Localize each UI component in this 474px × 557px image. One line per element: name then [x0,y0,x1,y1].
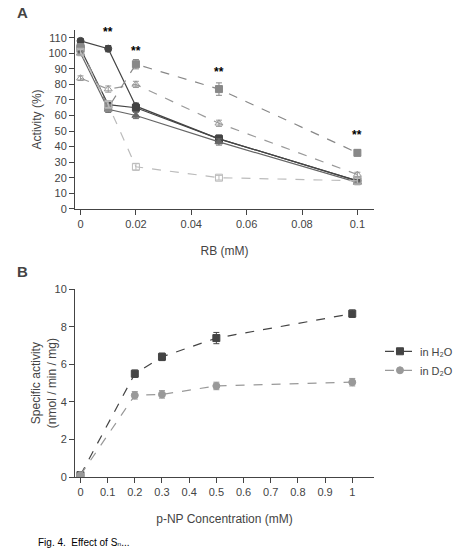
svg-text:20: 20 [55,172,67,184]
svg-text:0: 0 [61,203,67,215]
svg-text:10: 10 [55,187,67,199]
svg-text:0.02: 0.02 [125,218,146,230]
svg-text:0.4: 0.4 [182,486,197,498]
svg-text:RB (mM): RB (mM) [201,244,249,258]
svg-text:8: 8 [61,321,67,333]
svg-text:0: 0 [61,471,67,483]
svg-text:10: 10 [55,283,67,295]
svg-text:80: 80 [55,78,67,90]
svg-text:90: 90 [55,63,67,75]
svg-text:70: 70 [55,94,67,106]
svg-text:0.2: 0.2 [127,486,142,498]
svg-text:Specific activity(nmol / min /: Specific activity(nmol / min / mg) [29,338,59,428]
svg-text:0: 0 [77,486,83,498]
svg-text:0.5: 0.5 [209,486,224,498]
svg-text:in D₂O: in D₂O [420,365,453,377]
svg-text:in H₂O: in H₂O [420,346,453,358]
svg-text:4: 4 [61,396,67,408]
svg-text:0: 0 [77,218,83,230]
svg-text:**: ** [352,128,362,142]
svg-text:6: 6 [61,358,67,370]
svg-text:0.06: 0.06 [236,218,257,230]
svg-text:Activity (%): Activity (%) [30,89,44,149]
svg-text:0.8: 0.8 [290,486,305,498]
svg-text:**: ** [103,25,113,39]
svg-text:0.3: 0.3 [154,486,169,498]
svg-text:Fig. 4. Effect of Sₙ...: Fig. 4. Effect of Sₙ... [38,537,130,548]
svg-text:100: 100 [48,47,66,59]
svg-text:B: B [17,263,28,280]
svg-text:0.1: 0.1 [350,218,365,230]
svg-text:A: A [17,4,28,21]
svg-text:0.08: 0.08 [291,218,312,230]
svg-text:p-NP Concentration (mM): p-NP Concentration (mM) [156,512,293,526]
svg-text:**: ** [214,65,224,79]
svg-text:**: ** [131,44,141,58]
svg-text:0.9: 0.9 [317,486,332,498]
svg-text:0.7: 0.7 [263,486,278,498]
svg-text:0.1: 0.1 [100,486,115,498]
svg-text:0.6: 0.6 [236,486,251,498]
svg-text:60: 60 [55,109,67,121]
svg-text:0.04: 0.04 [181,218,202,230]
svg-text:1: 1 [349,486,355,498]
svg-text:110: 110 [49,32,67,44]
svg-text:40: 40 [55,140,67,152]
svg-text:30: 30 [55,156,67,168]
svg-text:50: 50 [55,125,67,137]
svg-text:2: 2 [61,433,67,445]
